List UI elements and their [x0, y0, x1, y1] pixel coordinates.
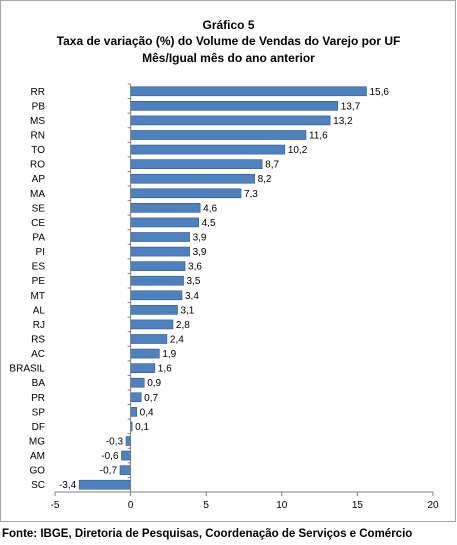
category-label: PB: [32, 101, 46, 112]
source-note: Fonte: IBGE, Diretoria de Pesquisas, Coo…: [2, 528, 413, 540]
category-label: TO: [31, 145, 45, 156]
bar: [130, 217, 199, 228]
category-label: MA: [30, 189, 45, 200]
bar: [130, 232, 190, 242]
bar: [130, 130, 307, 140]
bar: [130, 86, 367, 97]
value-label: 2,4: [170, 335, 184, 346]
bar: [130, 144, 286, 155]
category-label: BRASIL: [9, 364, 45, 375]
value-label: 11,6: [309, 131, 328, 142]
category-label: AM: [30, 451, 45, 462]
category-label: MT: [31, 291, 45, 302]
category-label: CE: [31, 218, 45, 229]
bar: [78, 479, 131, 490]
x-tick-label: 10: [276, 500, 288, 511]
category-label: MG: [29, 437, 45, 448]
value-label: 0,1: [135, 422, 149, 433]
value-label: 15,6: [369, 87, 389, 98]
category-label: RN: [31, 131, 45, 142]
value-label: -0,7: [100, 466, 118, 477]
x-tick-label: 0: [128, 500, 134, 511]
value-label: 3,5: [187, 276, 201, 287]
value-label: 10,2: [288, 145, 308, 156]
value-label: 0,7: [144, 393, 158, 404]
bar: [130, 159, 263, 169]
bar: [130, 101, 339, 111]
bar: [130, 261, 186, 271]
value-label: 4,5: [202, 218, 216, 229]
bar: [130, 348, 160, 359]
category-label: PI: [36, 247, 45, 258]
chart-subtitle-2: Mês/Igual mês do ano anterior: [142, 51, 315, 65]
category-label: DF: [32, 422, 45, 433]
category-label: RJ: [33, 320, 45, 331]
bar: [130, 377, 145, 388]
bar: [130, 290, 183, 301]
x-tick-label: -5: [51, 500, 60, 511]
category-label: ES: [32, 262, 46, 273]
value-label: 8,7: [265, 160, 279, 171]
bar: [121, 450, 131, 461]
bar: [125, 436, 131, 446]
x-tick-label: 5: [203, 500, 209, 511]
value-label: -0,6: [101, 451, 119, 462]
bar: [130, 173, 255, 184]
category-label: SE: [32, 203, 46, 214]
bar: [130, 188, 242, 199]
bar: [130, 203, 201, 213]
bar: [130, 246, 190, 257]
bar: [130, 392, 142, 403]
category-label: PA: [32, 233, 45, 244]
category-label: SC: [31, 480, 45, 491]
category-label: BA: [32, 378, 46, 389]
bar: [130, 305, 178, 315]
x-tick-label: 20: [427, 500, 439, 511]
value-label: 13,7: [341, 101, 361, 112]
category-label: AC: [31, 349, 45, 360]
value-label: 3,9: [193, 233, 207, 244]
bar-chart: RR 15,6 PB 13,7 MS 13,2 RN 11,6 TO 10,2 RO 8,7 AP 8,2…: [9, 83, 439, 511]
category-label: RO: [30, 160, 45, 171]
value-label: -3,4: [59, 480, 77, 491]
value-label: 3,1: [180, 305, 194, 316]
bar: [130, 319, 174, 330]
bar: [119, 465, 131, 475]
value-label: 7,3: [244, 189, 258, 200]
category-label: PR: [31, 393, 45, 404]
category-label: PE: [32, 276, 46, 287]
chart-title: Gráfico 5: [202, 18, 255, 32]
category-label: GO: [29, 466, 45, 477]
category-label: RS: [31, 335, 45, 346]
category-label: SP: [32, 407, 46, 418]
value-label: 8,2: [258, 174, 272, 185]
value-label: 0,4: [140, 407, 154, 418]
value-label: 3,4: [185, 291, 199, 302]
value-label: 2,8: [176, 320, 190, 331]
chart-subtitle: Taxa de variação (%) do Volume de Vendas…: [56, 34, 401, 48]
category-label: AL: [33, 305, 46, 316]
value-label: 0,9: [147, 378, 161, 389]
value-label: -0,3: [106, 437, 124, 448]
bar: [130, 334, 168, 344]
value-label: 13,2: [333, 116, 353, 127]
bar: [130, 407, 137, 417]
bar: [130, 363, 156, 373]
category-label: MS: [30, 116, 45, 127]
category-label: AP: [32, 174, 46, 185]
bar: [130, 115, 331, 126]
value-label: 3,9: [193, 247, 207, 258]
x-tick-label: 15: [352, 500, 364, 511]
bar: [130, 275, 184, 286]
value-label: 3,6: [188, 262, 202, 273]
value-label: 1,6: [158, 364, 172, 375]
category-label: RR: [31, 87, 45, 98]
value-label: 1,9: [162, 349, 176, 360]
value-label: 4,6: [203, 203, 217, 214]
